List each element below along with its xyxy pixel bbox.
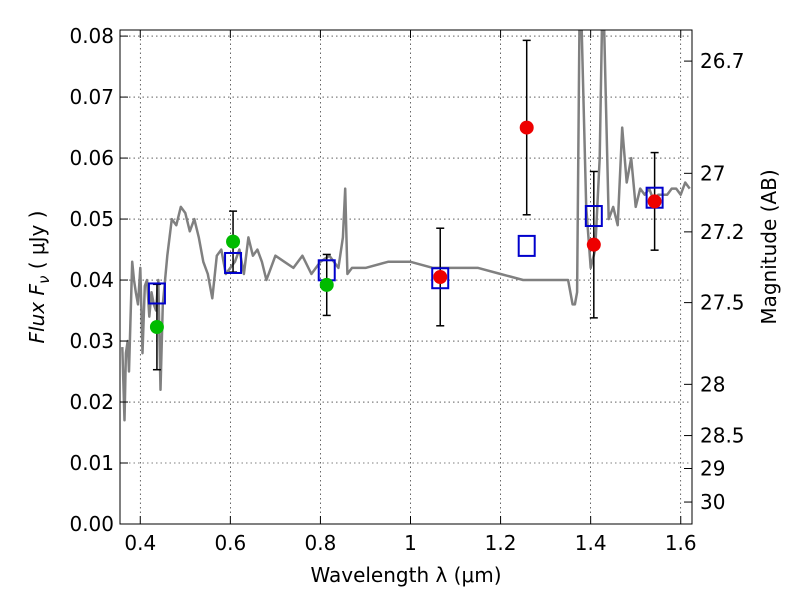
- green-data-point: [226, 234, 241, 249]
- observed-points: [149, 120, 662, 335]
- x-tick-label: 1.2: [485, 531, 517, 555]
- red-data-point: [586, 237, 601, 252]
- right-axis-label: Magnitude (AB): [757, 169, 781, 324]
- y-tick-label: 0.06: [69, 146, 114, 170]
- right-tick-label: 28.5: [700, 424, 745, 448]
- model-square: [431, 267, 450, 290]
- model-square: [517, 234, 536, 257]
- grid: [120, 30, 692, 524]
- model-square: [584, 205, 603, 228]
- right-tick-label: 27: [700, 161, 725, 185]
- y-tick-label: 0.04: [69, 268, 114, 292]
- y-axis-label: Flux Fν ( μJy ): [25, 211, 53, 344]
- y-tick-label: 0.00: [69, 512, 114, 536]
- spectrum-line: [121, 30, 691, 422]
- right-tick-label: 27.5: [700, 291, 745, 315]
- model-square: [224, 251, 243, 274]
- red-data-point: [433, 270, 448, 284]
- red-data-point: [519, 120, 534, 135]
- x-tick-label: 1: [404, 531, 417, 555]
- axis-ticks: 0.4 0.6 0.8 1 1.2 1.4 1.6 0.00 0.01 0.02 0.03 0.04 0…: [69, 24, 744, 555]
- right-tick-label: 26.7: [700, 49, 745, 73]
- y-tick-label: 0.02: [69, 390, 114, 414]
- right-tick-label: 30: [700, 490, 725, 514]
- x-tick-label: 1.6: [665, 531, 697, 555]
- spectrum-series: [121, 30, 691, 422]
- model-square: [147, 282, 166, 305]
- x-tick-label: 0.8: [305, 531, 337, 555]
- plot-frame: [119, 29, 693, 525]
- x-tick-label: 0.6: [214, 531, 246, 555]
- right-tick-label: 28: [700, 372, 725, 396]
- x-axis-label: Wavelength λ (μm): [310, 563, 501, 587]
- right-tick-label: 29: [700, 457, 725, 481]
- y-tick-label: 0.07: [69, 85, 114, 109]
- green-data-point: [319, 277, 334, 292]
- y-tick-label: 0.01: [69, 451, 114, 475]
- model-points: [147, 186, 664, 305]
- right-tick-label: 27.2: [700, 220, 745, 244]
- green-data-point: [149, 320, 164, 335]
- y-tick-label: 0.08: [69, 24, 114, 48]
- red-data-point: [647, 194, 662, 209]
- x-tick-label: 1.4: [575, 531, 607, 555]
- y-tick-label: 0.05: [69, 207, 114, 231]
- y-tick-label: 0.03: [69, 329, 114, 353]
- x-tick-label: 0.4: [124, 531, 156, 555]
